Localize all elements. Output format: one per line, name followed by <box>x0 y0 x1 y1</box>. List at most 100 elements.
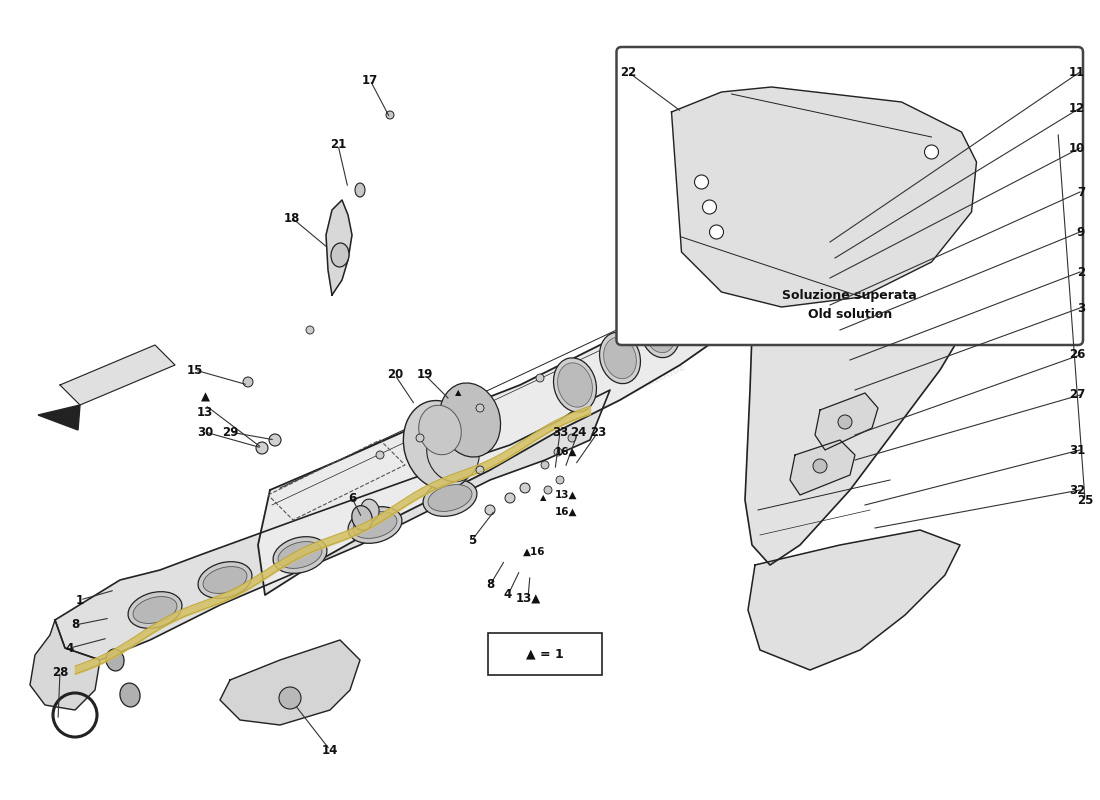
Ellipse shape <box>476 404 484 412</box>
Ellipse shape <box>710 225 724 239</box>
Ellipse shape <box>243 377 253 387</box>
Polygon shape <box>815 393 878 450</box>
Text: ▲ = 1: ▲ = 1 <box>526 647 564 661</box>
Text: 8: 8 <box>70 618 79 631</box>
Text: 4: 4 <box>504 589 513 602</box>
Ellipse shape <box>838 415 853 429</box>
Text: 16▲: 16▲ <box>556 507 578 517</box>
Ellipse shape <box>556 476 564 484</box>
Ellipse shape <box>361 499 379 521</box>
Text: 18: 18 <box>284 211 300 225</box>
FancyBboxPatch shape <box>488 633 602 675</box>
Text: Soluzione superata: Soluzione superata <box>782 289 917 302</box>
Text: 14: 14 <box>322 743 338 757</box>
Ellipse shape <box>505 493 515 503</box>
Text: 23: 23 <box>590 426 606 438</box>
Polygon shape <box>748 530 960 670</box>
Text: 22: 22 <box>620 66 636 78</box>
Ellipse shape <box>204 566 248 594</box>
Ellipse shape <box>717 263 752 306</box>
Text: 7: 7 <box>1077 186 1085 198</box>
Text: Old solution: Old solution <box>807 309 892 322</box>
Text: 3: 3 <box>1077 302 1085 314</box>
Ellipse shape <box>439 383 500 457</box>
Ellipse shape <box>485 505 495 515</box>
Ellipse shape <box>604 338 637 378</box>
Ellipse shape <box>427 422 480 482</box>
Ellipse shape <box>133 597 177 623</box>
Text: 13▲: 13▲ <box>516 591 540 605</box>
Ellipse shape <box>553 358 596 412</box>
Ellipse shape <box>476 466 484 474</box>
Text: 25: 25 <box>1077 494 1093 506</box>
Ellipse shape <box>813 459 827 473</box>
Ellipse shape <box>331 243 349 267</box>
Ellipse shape <box>353 511 397 538</box>
Ellipse shape <box>568 434 576 442</box>
Ellipse shape <box>722 268 748 302</box>
Polygon shape <box>790 440 855 495</box>
Ellipse shape <box>520 483 530 493</box>
Ellipse shape <box>120 683 140 707</box>
Text: 8: 8 <box>486 578 494 591</box>
Ellipse shape <box>640 308 680 358</box>
Text: 29: 29 <box>222 426 239 438</box>
Text: 27: 27 <box>1069 389 1085 402</box>
Text: 31: 31 <box>1069 443 1085 457</box>
Polygon shape <box>55 390 610 660</box>
Ellipse shape <box>404 401 476 490</box>
Ellipse shape <box>270 434 280 446</box>
Text: 4: 4 <box>66 642 74 654</box>
Polygon shape <box>220 640 360 725</box>
Text: ▲
13: ▲ 13 <box>197 391 213 419</box>
Polygon shape <box>326 200 352 295</box>
Ellipse shape <box>645 314 675 353</box>
Ellipse shape <box>544 486 552 494</box>
Text: 9: 9 <box>1077 226 1085 238</box>
Ellipse shape <box>106 649 124 671</box>
FancyBboxPatch shape <box>616 47 1084 345</box>
Ellipse shape <box>536 374 544 382</box>
Ellipse shape <box>924 145 938 159</box>
Text: 12: 12 <box>1069 102 1085 114</box>
Text: 26: 26 <box>1068 349 1085 362</box>
Polygon shape <box>258 240 790 595</box>
Text: 15: 15 <box>187 363 204 377</box>
Ellipse shape <box>694 175 708 189</box>
Text: 21: 21 <box>330 138 346 151</box>
Polygon shape <box>30 620 100 710</box>
Text: 33: 33 <box>552 426 568 438</box>
Ellipse shape <box>256 442 268 454</box>
Text: 19: 19 <box>417 369 433 382</box>
Ellipse shape <box>554 448 562 456</box>
Text: 16▲: 16▲ <box>556 447 578 457</box>
Ellipse shape <box>600 332 640 384</box>
Ellipse shape <box>128 592 182 628</box>
Polygon shape <box>745 215 990 565</box>
Ellipse shape <box>376 451 384 459</box>
Ellipse shape <box>352 506 372 530</box>
Ellipse shape <box>273 537 327 574</box>
Text: 11: 11 <box>1069 66 1085 78</box>
Text: 30: 30 <box>197 426 213 438</box>
Ellipse shape <box>683 290 713 326</box>
Text: 13▲: 13▲ <box>556 490 578 500</box>
Text: 28: 28 <box>52 666 68 678</box>
Text: ▲16: ▲16 <box>522 547 546 557</box>
Ellipse shape <box>680 284 716 332</box>
Polygon shape <box>60 345 175 405</box>
Ellipse shape <box>198 562 252 598</box>
Text: 10: 10 <box>1069 142 1085 154</box>
Ellipse shape <box>348 506 402 543</box>
Text: 5: 5 <box>468 534 476 546</box>
Ellipse shape <box>306 326 313 334</box>
Ellipse shape <box>355 183 365 197</box>
Text: 32: 32 <box>1069 483 1085 497</box>
Ellipse shape <box>416 434 424 442</box>
Text: 1: 1 <box>76 594 84 606</box>
Ellipse shape <box>541 461 549 469</box>
Text: 6: 6 <box>348 491 356 505</box>
Ellipse shape <box>419 406 461 454</box>
Text: 2: 2 <box>1077 266 1085 278</box>
Ellipse shape <box>386 111 394 119</box>
